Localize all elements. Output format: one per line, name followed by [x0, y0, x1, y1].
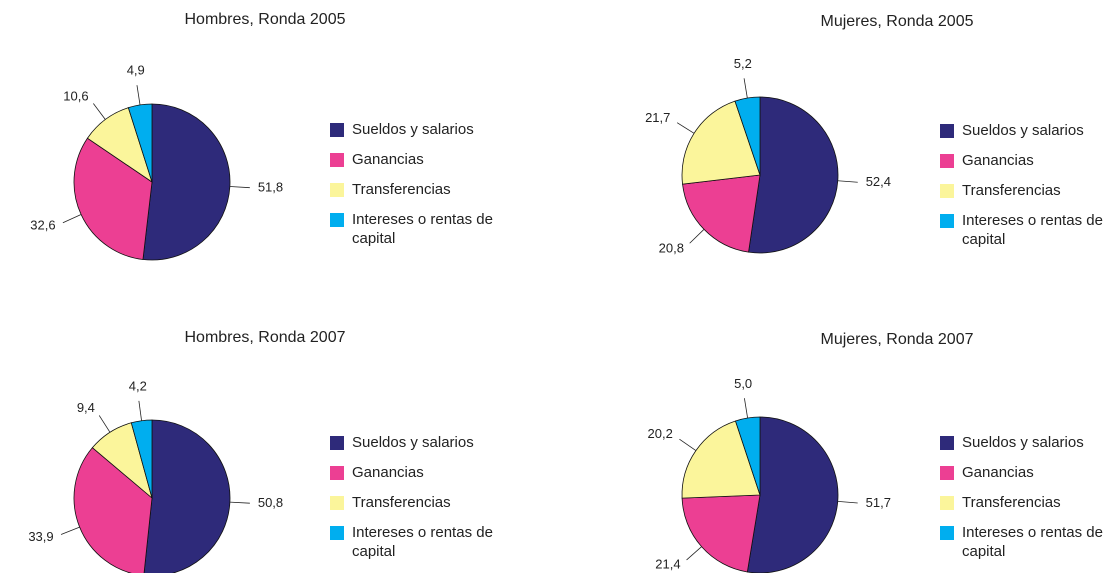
legend-swatch — [940, 436, 954, 450]
legend-label: Sueldos y salarios — [962, 122, 1084, 139]
chart-title: Mujeres, Ronda 2005 — [821, 13, 974, 30]
leader-line — [744, 398, 748, 419]
legend-swatch — [330, 466, 344, 480]
legend-swatch — [940, 526, 954, 540]
data-label: 51,7 — [866, 495, 891, 510]
chart-title: Hombres, Ronda 2007 — [185, 329, 346, 346]
legend-swatch — [330, 123, 344, 137]
legend-label: Intereses o rentas de capital — [962, 524, 1103, 560]
legend-label: Transferencias — [352, 181, 451, 198]
legend-swatch — [330, 436, 344, 450]
pie-slice — [142, 103, 231, 261]
legend-label: Sueldos y salarios — [352, 434, 474, 451]
leader-line — [60, 526, 80, 535]
legend-label: Sueldos y salarios — [352, 121, 474, 138]
leader-line — [138, 400, 142, 421]
data-label: 32,6 — [30, 218, 55, 233]
data-label: 21,4 — [655, 557, 680, 572]
pie-slice — [130, 419, 153, 499]
legend-label: Ganancias — [962, 464, 1034, 481]
pie-slice — [734, 416, 761, 496]
data-label: 21,7 — [645, 110, 670, 125]
data-label: 10,6 — [63, 89, 88, 104]
data-label: 51,8 — [258, 180, 283, 195]
data-label: 33,9 — [28, 529, 53, 544]
legend-label: Transferencias — [352, 494, 451, 511]
legend-label: Ganancias — [352, 464, 424, 481]
data-label: 9,4 — [77, 400, 95, 415]
leader-line — [136, 85, 141, 105]
chart-title: Mujeres, Ronda 2007 — [821, 331, 974, 348]
legend-label: Intereses o rentas de capital — [352, 524, 493, 560]
legend-label: Ganancias — [962, 152, 1034, 169]
legend-swatch — [940, 124, 954, 138]
pie-slice — [746, 416, 839, 573]
legend-label: Intereses o rentas de capital — [962, 212, 1103, 248]
leader-line — [837, 500, 858, 504]
leader-line — [229, 501, 250, 504]
leader-line — [689, 229, 705, 244]
legend-swatch — [940, 496, 954, 510]
legend-label: Sueldos y salarios — [962, 434, 1084, 451]
pie-slice — [143, 419, 231, 573]
pie-slice — [681, 420, 761, 499]
legend-swatch — [330, 496, 344, 510]
data-label: 52,4 — [866, 174, 891, 189]
data-label: 20,8 — [659, 240, 684, 255]
pie-slice — [682, 174, 761, 253]
legend-swatch — [940, 466, 954, 480]
legend-swatch — [940, 214, 954, 228]
legend-swatch — [330, 526, 344, 540]
data-label: 4,9 — [127, 63, 145, 78]
pie-slice — [681, 494, 761, 573]
legend-label: Ganancias — [352, 151, 424, 168]
legend-swatch — [940, 154, 954, 168]
legend-label: Intereses o rentas de capital — [352, 211, 493, 247]
legend-label: Transferencias — [962, 182, 1061, 199]
data-label: 20,2 — [648, 426, 673, 441]
pie-slice — [681, 100, 761, 185]
leader-line — [676, 122, 695, 134]
data-label: 5,0 — [734, 376, 752, 391]
chart-title: Hombres, Ronda 2005 — [185, 11, 346, 28]
data-label: 50,8 — [258, 495, 283, 510]
leader-line — [229, 186, 250, 189]
legend-swatch — [330, 183, 344, 197]
legend-swatch — [330, 213, 344, 227]
leader-line — [679, 438, 697, 451]
leader-line — [62, 214, 82, 224]
pie-slice — [73, 447, 153, 573]
legend-swatch — [330, 153, 344, 167]
leader-line — [837, 180, 858, 183]
leader-line — [743, 78, 748, 99]
data-label: 5,2 — [734, 56, 752, 71]
data-label: 4,2 — [129, 378, 147, 393]
leader-line — [98, 415, 111, 433]
pie-slice — [748, 96, 839, 254]
leader-line — [93, 103, 106, 120]
legend-label: Transferencias — [962, 494, 1061, 511]
legend-swatch — [940, 184, 954, 198]
leader-line — [686, 546, 702, 561]
